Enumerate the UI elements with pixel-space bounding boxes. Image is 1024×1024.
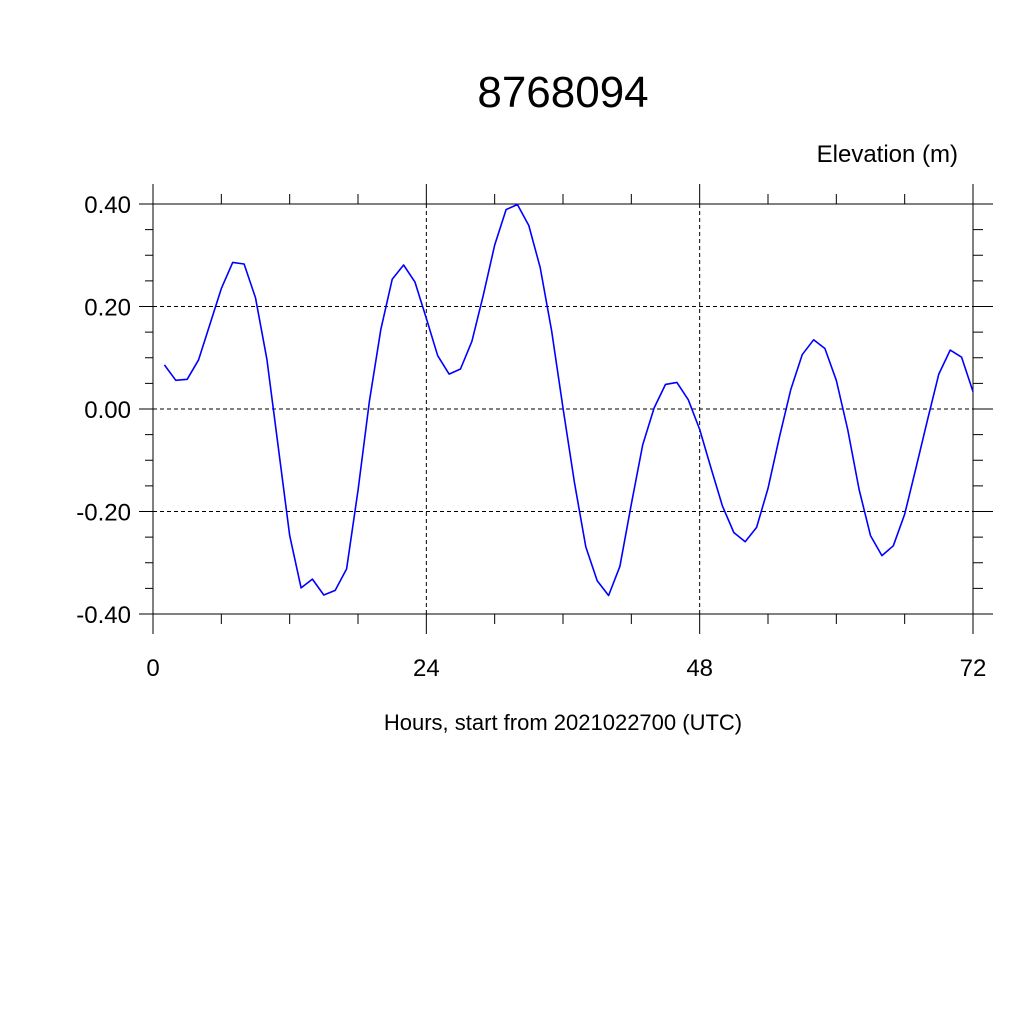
series-points [164,204,974,597]
x-tick-label: 24 [413,655,440,682]
x-tick-labels: 0 24 48 72 [146,655,986,682]
x-tick-label: 72 [960,655,987,682]
minor-ticks [145,194,983,624]
y-tick-label: 0.40 [84,192,131,219]
y-tick-label: -0.40 [76,602,131,629]
y-tick-labels: 0.40 0.20 0.00 -0.20 -0.40 [76,192,131,629]
x-axis-label: Hours, start from 2021022700 (UTC) [384,710,742,735]
x-tick-label: 0 [146,655,159,682]
series-line [163,203,974,597]
y-tick-label: 0.00 [84,397,131,424]
y-tick-label: -0.20 [76,500,131,527]
plot-frame [152,203,974,615]
units-label: Elevation (m) [817,141,958,168]
x-tick-label: 48 [686,655,713,682]
y-tick-label: 0.20 [84,295,131,322]
major-ticks [139,184,993,634]
chart-title: 8768094 [477,68,648,117]
